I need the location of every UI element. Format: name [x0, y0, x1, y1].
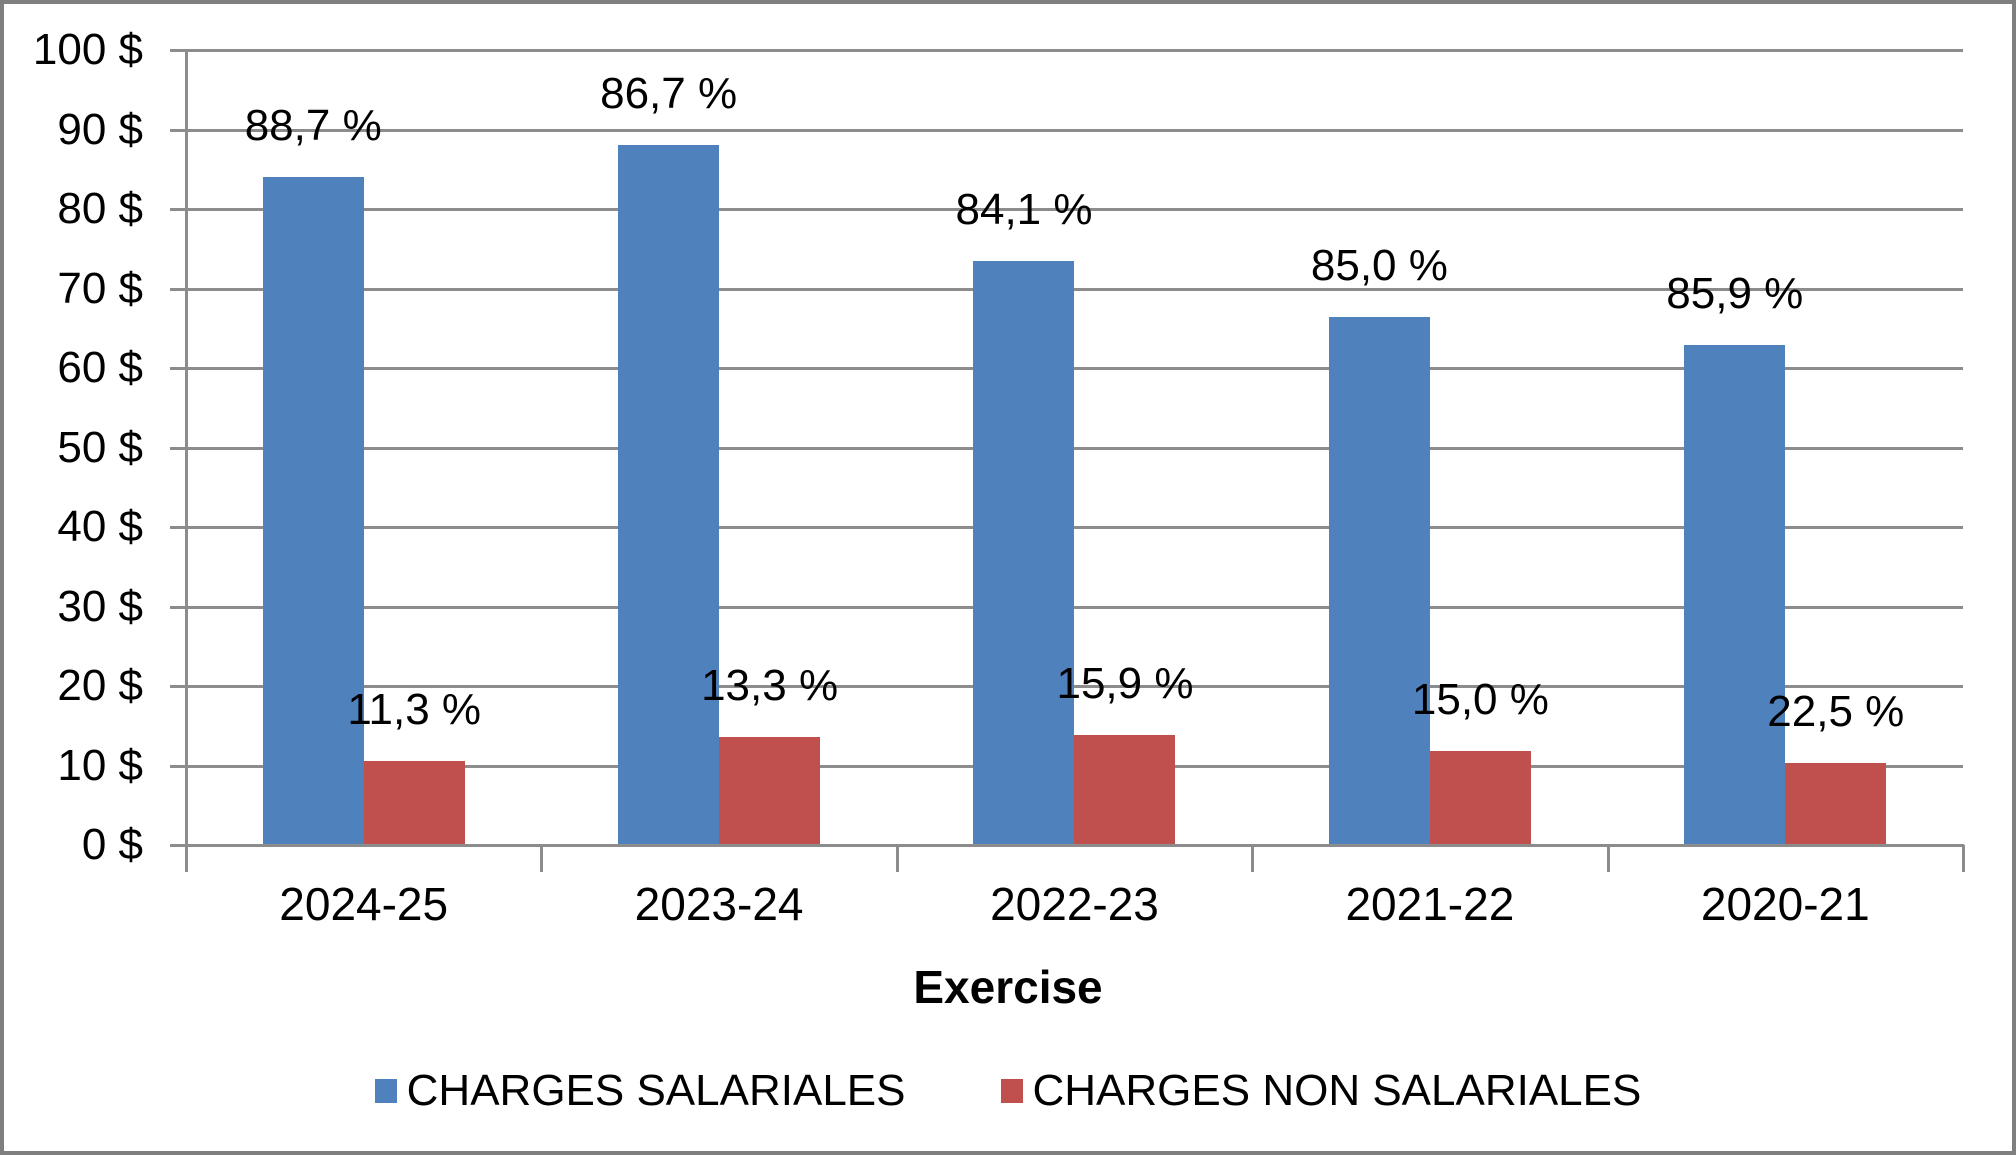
x-category-label: 2020-21: [1700, 878, 1870, 930]
bar-data-label: 13,3 %: [701, 661, 839, 710]
bar-data-label: 85,0 %: [1310, 241, 1448, 290]
legend: CHARGES SALARIALES CHARGES NON SALARIALE…: [4, 1066, 2012, 1116]
bar-data-label: 86,7 %: [600, 69, 738, 118]
bar-data-label: 15,0 %: [1411, 675, 1549, 724]
bar-salariales: [618, 145, 720, 845]
category-slot: 86,7 % 13,3 % 2023-24: [541, 50, 896, 930]
bar-salariales: [973, 261, 1075, 845]
y-axis-tick: [170, 685, 186, 688]
bar-salariales: [1328, 317, 1430, 845]
x-category-label: 2021-22: [1345, 878, 1515, 930]
y-tick-label: 0 $: [81, 820, 143, 869]
y-gridline: [186, 606, 1963, 609]
y-axis-tick: [170, 208, 186, 211]
y-tick-label: 60 $: [57, 343, 143, 392]
category-slot: 85,9 % 22,5 % 2020-21: [1608, 50, 1963, 930]
category-slot: 85,0 % 15,0 % 2021-22: [1252, 50, 1607, 930]
legend-item-charges-non-salariales: CHARGES NON SALARIALES: [1000, 1066, 1642, 1116]
y-gridline: [186, 367, 1963, 370]
y-axis-tick: [170, 129, 186, 132]
y-tick-label: 40 $: [57, 502, 143, 551]
bar-data-label: 85,9 %: [1666, 269, 1804, 318]
y-tick-label: 30 $: [57, 582, 143, 631]
y-axis-tick: [170, 288, 186, 291]
bar-data-label: 22,5 %: [1767, 687, 1905, 736]
x-axis-title: Exercise: [913, 961, 1103, 1013]
y-axis-tick: [170, 447, 186, 450]
y-axis-tick: [170, 49, 186, 52]
legend-item-charges-salariales: CHARGES SALARIALES: [374, 1066, 906, 1116]
y-tick-label: 70 $: [57, 264, 143, 313]
y-tick-label: 20 $: [57, 661, 143, 710]
y-gridline: [186, 208, 1963, 211]
y-gridline: [186, 49, 1963, 52]
bar-data-label: 11,3 %: [347, 685, 482, 734]
y-tick-label: 50 $: [57, 423, 143, 472]
bar-data-label: 84,1 %: [955, 185, 1093, 234]
x-axis-line: [185, 844, 1964, 847]
x-category-label: 2023-24: [634, 878, 804, 930]
y-axis-tick: [170, 844, 186, 847]
y-tick-label: 100 $: [32, 25, 143, 74]
category-slot: 84,1 % 15,9 % 2022-23: [897, 50, 1252, 930]
y-axis-tick: [170, 367, 186, 370]
legend-label: CHARGES SALARIALES: [406, 1066, 906, 1115]
bar-salariales: [1684, 345, 1786, 845]
y-axis-line: [185, 50, 188, 872]
x-axis-tick: [540, 845, 544, 872]
bar-non-salariales: [363, 761, 465, 845]
y-gridline: [186, 129, 1963, 132]
x-axis-tick: [1251, 845, 1255, 872]
y-axis-tick: [170, 526, 186, 529]
x-axis-tick: [895, 845, 899, 872]
legend-swatch-blue-icon: [374, 1079, 397, 1103]
y-gridline: [186, 447, 1963, 450]
y-tick-label: 10 $: [57, 741, 143, 790]
y-gridline: [186, 288, 1963, 291]
bar-data-label: 88,7 %: [244, 101, 382, 150]
x-axis-tick: [1606, 845, 1610, 872]
x-axis-tick: [1962, 845, 1965, 872]
bar-non-salariales: [719, 737, 821, 845]
bar-data-label: 15,9 %: [1056, 659, 1194, 708]
plot-area: 100 $ 90 $ 80 $ 70 $ 60 $ 50 $ 40 $ 30 $ 20 $ 10 …: [33, 25, 1965, 930]
legend-label: CHARGES NON SALARIALES: [1032, 1066, 1642, 1115]
bar-non-salariales: [1785, 763, 1887, 845]
bar-salariales: [262, 177, 364, 845]
legend-swatch-red-icon: [1000, 1079, 1023, 1103]
bar-non-salariales: [1429, 751, 1531, 845]
y-gridline: [186, 526, 1963, 529]
y-tick-label: 80 $: [57, 184, 143, 233]
category-slot: 88,7 % 11,3 % 2024-25: [186, 50, 541, 930]
y-axis-tick: [170, 606, 186, 609]
x-category-label: 2022-23: [990, 878, 1159, 930]
x-category-label: 2024-25: [279, 878, 449, 930]
y-axis-tick: [170, 765, 186, 768]
y-gridline: [186, 685, 1963, 688]
y-tick-label: 90 $: [57, 105, 143, 154]
bar-non-salariales: [1074, 735, 1176, 845]
